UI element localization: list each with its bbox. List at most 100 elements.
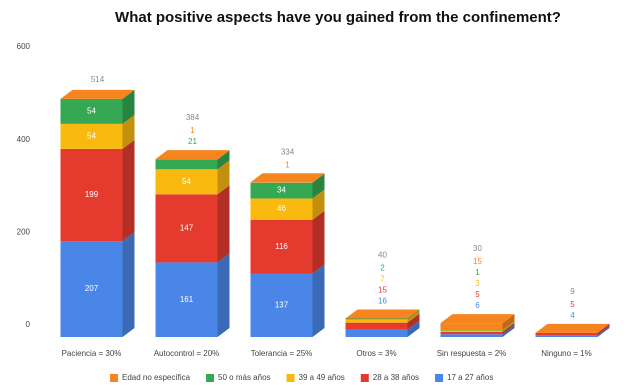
data-label: 2 [380,264,385,273]
data-label: 199 [85,190,99,199]
bar-side [502,322,515,335]
legend-swatch [110,374,118,382]
y-tick-label: 400 [17,135,31,144]
bar-top [345,309,420,319]
bar-side [502,321,515,331]
legend-label: 28 a 38 años [373,373,419,382]
data-label: 5 [570,300,575,309]
bar-segment [345,329,408,337]
bar-segment [60,241,123,337]
data-label: 1 [475,268,480,277]
bar-segment [440,334,503,337]
data-label: 3 [475,279,480,288]
bar-segment [535,335,598,337]
bar-segment [440,330,503,332]
bar-segment [60,98,123,124]
legend-label: 39 a 49 años [299,373,345,382]
bar-side [217,150,230,170]
data-label: 15 [378,286,387,295]
bar-segment [155,169,218,195]
total-label: 334 [281,147,295,156]
bar-side [407,310,420,323]
data-label: 1 [190,126,195,135]
bar-side [122,114,135,149]
bar-segment [440,331,503,335]
bar-top [155,150,230,160]
bar-side [122,139,135,242]
y-tick-label: 600 [17,42,31,51]
total-label: 30 [473,244,482,253]
data-label: 116 [275,242,288,251]
bar-side [312,189,325,220]
data-label: 5 [475,290,480,299]
legend-swatch [286,374,295,382]
bar-side [312,264,325,337]
y-tick-label: 200 [17,227,31,236]
x-tick-label: Paciencia = 30% [62,349,122,358]
bar-top [440,314,515,324]
bar-top [60,89,135,99]
total-label: 40 [378,251,387,260]
data-label: 54 [182,177,191,186]
x-tick-label: Otros = 3% [356,349,396,358]
legend-swatch [360,374,369,382]
x-tick-label: Autocontrol = 20% [154,349,220,358]
bar-side [407,309,420,320]
bar-top [250,173,325,183]
bar-side [502,314,515,331]
bar-segment [250,182,313,199]
bar-side [217,160,230,195]
bar-side [122,89,135,124]
bar-side [312,210,325,274]
bar-side [502,325,515,337]
data-label: 46 [277,204,286,213]
x-tick-label: Ninguno = 1% [541,349,591,358]
bar-segment [60,123,123,149]
bar-side [502,321,515,332]
bar-side [122,232,135,337]
bar-segment [250,198,313,220]
data-label: 16 [378,297,387,306]
data-label: 4 [570,311,575,320]
bar-side [312,173,325,183]
bar-segment [535,332,598,336]
total-label: 9 [570,287,575,296]
data-label: 161 [180,295,194,304]
bar-segment [345,322,408,330]
bar-side [312,173,325,199]
bar-segment [155,159,218,170]
bar-segment [155,262,218,337]
chart-title: What positive aspects have you gained fr… [115,9,561,26]
bar-side [217,150,230,160]
data-label: 1 [285,160,290,169]
data-label: 54 [87,106,96,115]
legend-swatch [435,374,444,382]
data-label: 21 [188,137,197,146]
bar-segment [250,219,313,274]
bar-segment [250,273,313,337]
bar-segment [60,148,123,242]
data-label: 207 [85,284,99,293]
data-label: 34 [277,186,286,195]
y-tick-label: 0 [26,320,31,329]
legend-label: 17 a 27 años [447,373,493,382]
bar-side [217,253,230,337]
bar-segment [155,194,218,263]
bar-side [597,323,610,336]
data-label: 147 [180,223,194,232]
legend-label: 50 o más años [218,373,270,382]
bar-segment [440,323,503,331]
x-tick-label: Tolerancia = 25% [251,349,313,358]
total-label: 384 [186,113,200,122]
bar-side [407,313,420,330]
bar-top [535,323,610,333]
data-label: 137 [275,300,289,309]
data-label: 7 [380,275,385,284]
bar-segment [345,319,408,323]
data-label: 6 [475,301,480,310]
legend-swatch [206,374,215,382]
data-label: 15 [473,257,482,266]
data-label: 54 [87,131,96,140]
bar-side [597,326,610,337]
